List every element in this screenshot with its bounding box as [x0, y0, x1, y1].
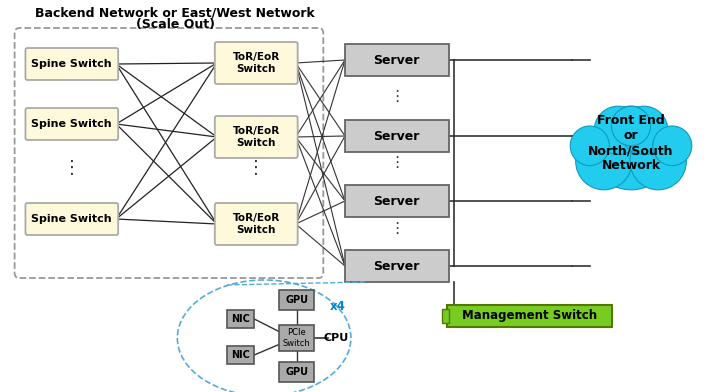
Text: (Scale Out): (Scale Out): [136, 18, 215, 31]
Text: Server: Server: [374, 260, 420, 272]
Bar: [279, 290, 315, 310]
Text: Server: Server: [374, 129, 420, 143]
FancyBboxPatch shape: [215, 203, 298, 245]
Bar: [345, 185, 448, 217]
Bar: [446, 305, 612, 327]
Text: PCIe
Switch: PCIe Switch: [283, 328, 310, 348]
Text: Backend Network or East/West Network: Backend Network or East/West Network: [35, 7, 315, 20]
Circle shape: [620, 106, 668, 154]
Text: Management Switch: Management Switch: [462, 310, 597, 323]
Text: x4: x4: [330, 299, 346, 312]
Text: ToR/EoR
Switch: ToR/EoR Switch: [232, 213, 280, 235]
Text: Spine Switch: Spine Switch: [32, 59, 112, 69]
Bar: [345, 250, 448, 282]
Circle shape: [653, 126, 692, 165]
Text: ⋮: ⋮: [389, 154, 404, 169]
Bar: [227, 310, 254, 328]
Text: Server: Server: [374, 194, 420, 207]
Text: ⋮: ⋮: [389, 221, 404, 236]
Circle shape: [576, 132, 632, 190]
Bar: [279, 325, 315, 351]
Text: GPU: GPU: [285, 367, 308, 377]
Text: ⋮: ⋮: [389, 89, 404, 103]
Circle shape: [570, 126, 610, 165]
Text: NIC: NIC: [231, 314, 250, 324]
Text: Server: Server: [374, 53, 420, 67]
Bar: [279, 362, 315, 382]
Text: ⋮: ⋮: [63, 159, 81, 177]
Text: ToR/EoR
Switch: ToR/EoR Switch: [232, 52, 280, 74]
Bar: [345, 120, 448, 152]
Circle shape: [594, 106, 642, 154]
FancyBboxPatch shape: [215, 42, 298, 84]
Bar: [345, 44, 448, 76]
Text: Spine Switch: Spine Switch: [32, 214, 112, 224]
Text: GPU: GPU: [285, 295, 308, 305]
Text: NIC: NIC: [231, 350, 250, 360]
FancyBboxPatch shape: [25, 203, 118, 235]
Text: CPU: CPU: [324, 333, 348, 343]
FancyBboxPatch shape: [215, 116, 298, 158]
FancyBboxPatch shape: [25, 48, 118, 80]
Text: ⋮: ⋮: [247, 159, 265, 177]
Circle shape: [590, 106, 672, 190]
Circle shape: [630, 132, 686, 190]
Text: Front End
or
North/South
Network: Front End or North/South Network: [589, 114, 674, 172]
FancyBboxPatch shape: [25, 108, 118, 140]
Text: Spine Switch: Spine Switch: [32, 119, 112, 129]
Bar: [441, 309, 448, 323]
Text: ToR/EoR
Switch: ToR/EoR Switch: [232, 126, 280, 148]
Circle shape: [612, 106, 650, 146]
Bar: [227, 346, 254, 364]
